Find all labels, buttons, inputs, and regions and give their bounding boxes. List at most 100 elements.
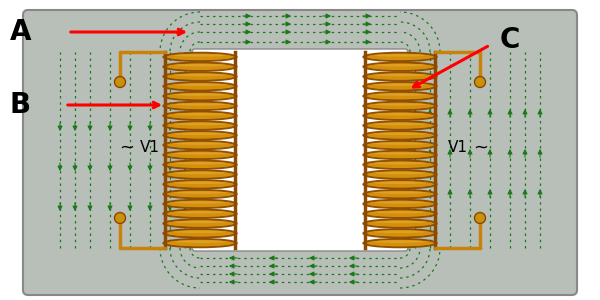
- Text: C: C: [500, 26, 520, 54]
- Ellipse shape: [174, 231, 226, 233]
- Ellipse shape: [163, 52, 237, 62]
- Text: ~: ~: [119, 139, 134, 157]
- Ellipse shape: [374, 201, 426, 204]
- Ellipse shape: [174, 84, 226, 86]
- Ellipse shape: [165, 131, 235, 139]
- Ellipse shape: [165, 239, 235, 247]
- Ellipse shape: [363, 180, 437, 189]
- Ellipse shape: [165, 200, 235, 208]
- Ellipse shape: [374, 231, 426, 233]
- Ellipse shape: [163, 121, 237, 130]
- Ellipse shape: [363, 52, 437, 62]
- Ellipse shape: [174, 93, 226, 96]
- Ellipse shape: [363, 170, 437, 179]
- Ellipse shape: [365, 102, 435, 110]
- Ellipse shape: [165, 161, 235, 169]
- Ellipse shape: [174, 172, 226, 174]
- Ellipse shape: [365, 200, 435, 208]
- Ellipse shape: [163, 170, 237, 179]
- Ellipse shape: [163, 72, 237, 81]
- Ellipse shape: [363, 72, 437, 81]
- FancyBboxPatch shape: [23, 10, 577, 295]
- Ellipse shape: [163, 219, 237, 228]
- Ellipse shape: [163, 180, 237, 189]
- Ellipse shape: [163, 238, 237, 247]
- Ellipse shape: [365, 131, 435, 139]
- Ellipse shape: [165, 53, 235, 61]
- Ellipse shape: [365, 141, 435, 149]
- Ellipse shape: [163, 229, 237, 238]
- Ellipse shape: [174, 201, 226, 204]
- Text: V1: V1: [448, 140, 468, 155]
- Ellipse shape: [363, 62, 437, 71]
- Ellipse shape: [174, 123, 226, 125]
- Ellipse shape: [163, 92, 237, 100]
- Ellipse shape: [174, 221, 226, 223]
- Ellipse shape: [374, 54, 426, 57]
- Ellipse shape: [374, 74, 426, 76]
- Ellipse shape: [165, 220, 235, 227]
- Ellipse shape: [374, 103, 426, 106]
- Ellipse shape: [363, 131, 437, 140]
- Circle shape: [475, 212, 485, 224]
- Ellipse shape: [165, 181, 235, 188]
- Ellipse shape: [374, 211, 426, 214]
- Ellipse shape: [174, 133, 226, 135]
- Ellipse shape: [363, 190, 437, 199]
- Ellipse shape: [374, 84, 426, 86]
- Ellipse shape: [365, 151, 435, 159]
- Ellipse shape: [363, 101, 437, 110]
- Ellipse shape: [374, 133, 426, 135]
- Ellipse shape: [165, 122, 235, 129]
- Ellipse shape: [374, 221, 426, 223]
- Ellipse shape: [363, 229, 437, 238]
- Ellipse shape: [365, 171, 435, 178]
- Text: V1: V1: [140, 140, 160, 155]
- Ellipse shape: [163, 131, 237, 140]
- Ellipse shape: [174, 182, 226, 184]
- Ellipse shape: [163, 209, 237, 218]
- Ellipse shape: [365, 181, 435, 188]
- Ellipse shape: [365, 73, 435, 80]
- Ellipse shape: [165, 92, 235, 100]
- Circle shape: [115, 212, 125, 224]
- Ellipse shape: [365, 161, 435, 169]
- Text: B: B: [10, 91, 31, 119]
- Ellipse shape: [374, 152, 426, 155]
- Ellipse shape: [165, 73, 235, 80]
- Ellipse shape: [163, 150, 237, 159]
- Ellipse shape: [163, 101, 237, 110]
- Ellipse shape: [163, 190, 237, 199]
- Ellipse shape: [174, 74, 226, 76]
- Ellipse shape: [174, 142, 226, 145]
- Ellipse shape: [363, 92, 437, 100]
- Ellipse shape: [174, 64, 226, 67]
- Ellipse shape: [165, 141, 235, 149]
- Ellipse shape: [174, 54, 226, 57]
- Ellipse shape: [163, 82, 237, 91]
- Ellipse shape: [165, 230, 235, 237]
- Ellipse shape: [363, 160, 437, 169]
- Ellipse shape: [374, 182, 426, 184]
- Ellipse shape: [365, 239, 435, 247]
- Ellipse shape: [174, 162, 226, 164]
- Ellipse shape: [365, 63, 435, 70]
- Ellipse shape: [165, 210, 235, 218]
- Ellipse shape: [165, 190, 235, 198]
- Ellipse shape: [163, 62, 237, 71]
- Ellipse shape: [165, 171, 235, 178]
- Ellipse shape: [363, 141, 437, 150]
- Ellipse shape: [365, 53, 435, 61]
- Ellipse shape: [165, 63, 235, 70]
- Ellipse shape: [363, 238, 437, 247]
- Ellipse shape: [365, 92, 435, 100]
- Ellipse shape: [163, 160, 237, 169]
- Ellipse shape: [163, 200, 237, 208]
- Ellipse shape: [174, 152, 226, 155]
- Ellipse shape: [174, 103, 226, 106]
- Ellipse shape: [365, 112, 435, 119]
- Ellipse shape: [165, 151, 235, 159]
- Ellipse shape: [365, 220, 435, 227]
- Ellipse shape: [363, 200, 437, 208]
- Ellipse shape: [165, 112, 235, 119]
